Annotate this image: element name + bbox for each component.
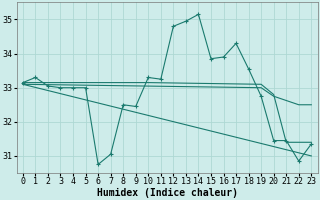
X-axis label: Humidex (Indice chaleur): Humidex (Indice chaleur) xyxy=(97,188,237,198)
